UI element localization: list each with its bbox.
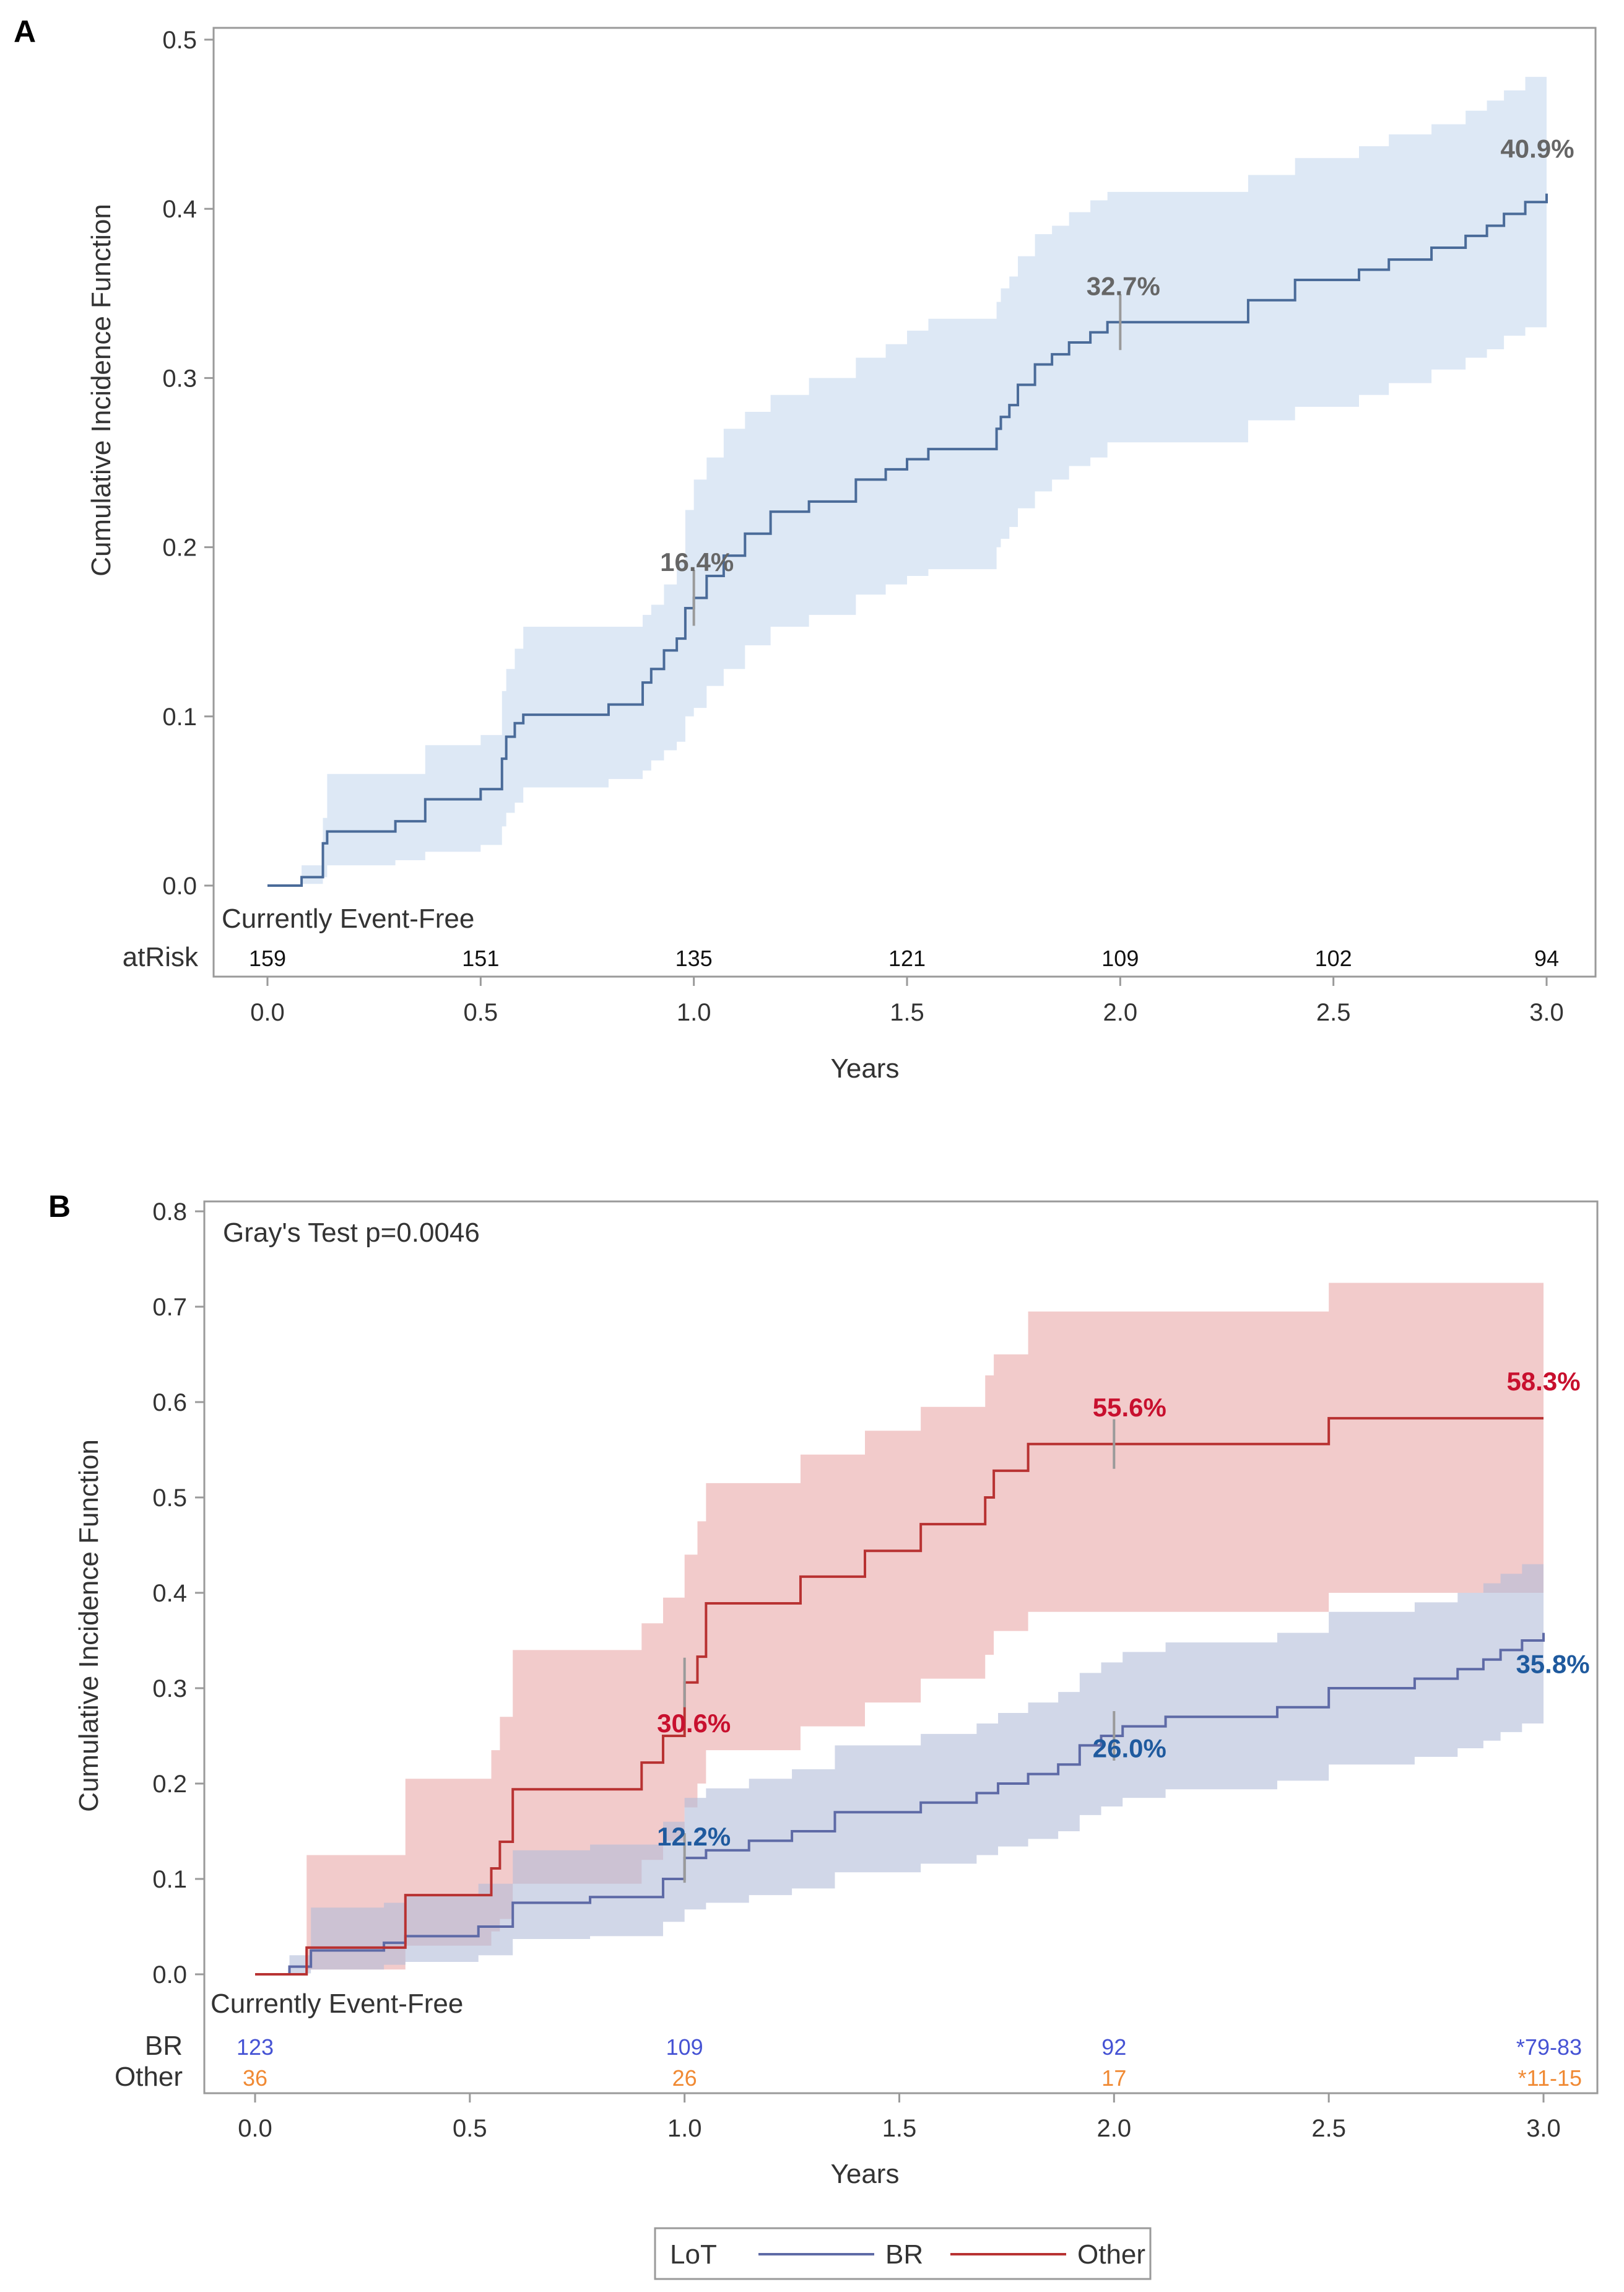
y-tick-label: 0.6 <box>152 1389 187 1416</box>
cif-point-label-br: 35.8% <box>1516 1650 1589 1679</box>
panel-b-point-labels: 30.6% 55.6% 58.3% 12.2% 26.0% 35.8% <box>657 1367 1589 1851</box>
confidence-band-all <box>267 64 1547 886</box>
legend-title: LoT <box>670 2239 717 2270</box>
panel-b-y-title: Cumulative Incidence Function <box>74 1439 104 1812</box>
x-tick-label: 2.5 <box>1311 2115 1346 2142</box>
x-tick-label: 2.0 <box>1097 2115 1132 2142</box>
panel-a-y-ticks: 0.0 0.1 0.2 0.3 0.4 0.5 <box>162 27 214 900</box>
panel-a-x-title: Years <box>831 1053 900 1084</box>
risk-value: *11-15 <box>1518 2065 1582 2091</box>
cif-point-label: 16.4% <box>660 547 734 577</box>
y-tick-label: 0.0 <box>152 1961 187 1989</box>
risk-value: 26 <box>672 2065 697 2091</box>
cif-point-label-other: 55.6% <box>1093 1393 1166 1422</box>
y-tick-label: 0.2 <box>152 1771 187 1798</box>
risk-row-label: BR <box>145 2031 183 2061</box>
risk-value: 17 <box>1101 2065 1126 2091</box>
cif-point-label-br: 12.2% <box>657 1822 731 1851</box>
x-tick-label: 0.5 <box>453 2115 487 2142</box>
risk-value: 123 <box>237 2034 274 2060</box>
panel-b-letter: B <box>48 1189 71 1224</box>
cif-line-other <box>255 1417 1544 1976</box>
cif-point-label-other: 58.3% <box>1506 1367 1580 1396</box>
panel-b-cif-curves <box>255 1417 1545 1976</box>
y-tick-label: 0.4 <box>162 196 197 223</box>
confidence-band-other <box>255 1283 1544 1974</box>
legend-label-br: BR <box>885 2239 923 2270</box>
y-tick-label: 0.3 <box>162 365 197 392</box>
risk-value: 121 <box>888 946 926 971</box>
risk-value: 36 <box>243 2065 267 2091</box>
panel-b-risk-title: Currently Event-Free <box>211 1989 463 2019</box>
y-tick-label: 0.1 <box>162 704 197 731</box>
risk-value: 109 <box>666 2034 703 2060</box>
cif-point-label: 32.7% <box>1087 272 1160 301</box>
legend-label-other: Other <box>1077 2239 1145 2270</box>
x-tick-label: 1.5 <box>890 999 924 1026</box>
panel-a-y-title: Cumulative Incidence Function <box>86 204 116 577</box>
legend-frame <box>654 2227 1152 2280</box>
panel-b-confidence-bands <box>255 1283 1544 1974</box>
panel-b-x-title: Years <box>831 2159 900 2189</box>
x-tick-label: 1.5 <box>882 2115 917 2142</box>
panel-b-plot-frame <box>203 1200 1599 2094</box>
cif-point-label-br: 26.0% <box>1093 1734 1166 1763</box>
panel-a-x-ticks: 0.0 0.5 1.0 1.5 2.0 2.5 3.0 <box>250 977 1564 1026</box>
risk-row-label: Other <box>115 2062 183 2092</box>
risk-value: *79-83 <box>1516 2034 1582 2060</box>
risk-row-label: atRisk <box>123 942 199 972</box>
risk-value: 159 <box>249 946 286 971</box>
risk-value: 135 <box>675 946 713 971</box>
cif-line-br <box>255 1632 1545 1976</box>
panel-b-grays-test: Gray's Test p=0.0046 <box>223 1218 480 1248</box>
y-tick-label: 0.8 <box>152 1198 187 1226</box>
panel-a-cif-curve <box>267 193 1548 887</box>
x-tick-label: 0.5 <box>464 999 498 1026</box>
panel-a-censor-marks <box>692 294 1122 626</box>
panel-a-confidence-band <box>267 64 1547 886</box>
cif-point-label-other: 30.6% <box>657 1709 731 1738</box>
panel-a: A 0.0 0.5 1.0 1.5 2.0 2.5 3.0 0.00.10.20.30.40… <box>14 14 1597 1084</box>
y-tick-label: 0.4 <box>152 1580 187 1607</box>
x-tick-label: 1.0 <box>667 2115 702 2142</box>
cif-line-all <box>267 193 1548 887</box>
y-tick-label: 0.2 <box>162 534 197 562</box>
panel-b-censor-marks <box>683 1419 1116 1883</box>
panel-a-letter: A <box>14 14 36 49</box>
y-tick-label: 0.5 <box>162 27 197 54</box>
risk-value: 102 <box>1315 946 1352 971</box>
x-tick-label: 0.0 <box>238 2115 272 2142</box>
x-tick-label: 2.0 <box>1103 999 1138 1026</box>
panel-b-risk-table: BR 123 109 92 *79-83 Other 36 26 17 *11-15 <box>115 2031 1582 2092</box>
cif-point-label: 40.9% <box>1500 134 1574 163</box>
risk-value: 109 <box>1101 946 1139 971</box>
risk-value: 92 <box>1101 2034 1126 2060</box>
x-tick-label: 0.0 <box>250 999 285 1026</box>
y-tick-label: 0.1 <box>152 1866 187 1893</box>
risk-value: 94 <box>1534 946 1559 971</box>
panel-a-point-labels: 16.4% 32.7% 40.9% <box>660 134 1574 577</box>
panel-a-risk-table: atRisk 159 151 135 121 109 102 94 <box>123 942 1559 972</box>
risk-value: 151 <box>462 946 499 971</box>
x-tick-label: 2.5 <box>1316 999 1351 1026</box>
x-tick-label: 3.0 <box>1526 2115 1561 2142</box>
confidence-band-br <box>255 1549 1544 1974</box>
panel-b-legend: LoT BR Other <box>654 2227 1152 2280</box>
panel-b-x-ticks: 0.0 0.5 1.0 1.5 2.0 2.5 3.0 <box>238 2093 1561 2142</box>
panel-b-y-ticks: 0.0 0.1 0.2 0.3 0.4 0.5 0.6 0.7 0.8 <box>152 1198 204 1989</box>
x-tick-label: 1.0 <box>677 999 711 1026</box>
y-tick-label: 0.7 <box>152 1294 187 1321</box>
panel-a-risk-title: Currently Event-Free <box>222 904 474 934</box>
y-tick-label: 0.3 <box>152 1675 187 1702</box>
y-tick-label: 0.5 <box>152 1484 187 1512</box>
panel-b: B 0.0 0.5 1.0 1.5 2.0 2.5 3.0 0.00.10.20.30.40… <box>48 1189 1599 2280</box>
y-tick-label: 0.0 <box>162 873 197 900</box>
x-tick-label: 3.0 <box>1529 999 1564 1026</box>
